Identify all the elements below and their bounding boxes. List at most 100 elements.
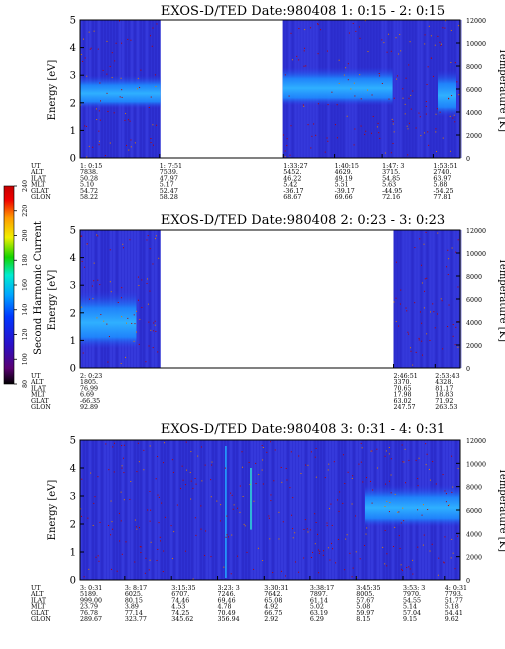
spectrum-column (308, 440, 310, 580)
noise-speck (154, 238, 156, 240)
noise-speck (315, 476, 317, 478)
noise-speck (127, 38, 129, 40)
noise-speck (106, 40, 108, 42)
noise-speck (97, 279, 99, 281)
spectrum-column (104, 440, 106, 580)
noise-speck (111, 77, 113, 79)
noise-speck (113, 471, 115, 473)
noise-speck (408, 566, 410, 568)
spectrum-column (170, 440, 172, 580)
noise-speck (412, 573, 414, 575)
noise-speck (298, 59, 300, 61)
noise-speck (192, 578, 194, 580)
ephemeris-value: 47.97 (160, 175, 178, 182)
y-tick-label: 5 (70, 16, 76, 27)
noise-speck (161, 502, 163, 504)
noise-speck (326, 522, 328, 524)
noise-speck (309, 529, 311, 531)
noise-speck (418, 112, 420, 114)
spectrum-column (146, 230, 148, 368)
noise-speck (137, 276, 139, 278)
noise-speck (338, 59, 340, 61)
noise-speck (410, 108, 412, 110)
y2-tick-label: 10000 (466, 461, 486, 468)
y-tick-label: 1 (70, 126, 76, 137)
noise-speck (418, 339, 420, 341)
noise-speck (423, 307, 425, 309)
noise-speck (291, 514, 293, 516)
ephemeris-label: ILAT (31, 175, 47, 182)
noise-speck (408, 64, 410, 66)
panel-1-ylabel: Energy [eV] (47, 60, 58, 121)
noise-speck (371, 450, 373, 452)
noise-speck (126, 144, 128, 146)
noise-speck (147, 509, 149, 511)
noise-speck (137, 77, 139, 79)
noise-speck (360, 125, 362, 127)
noise-speck (427, 131, 429, 133)
spectrum-column (299, 440, 301, 580)
ephemeris-value: 1: 0:15 (80, 163, 102, 170)
spectrum-column (411, 20, 414, 158)
ephemeris-value: 92.89 (80, 404, 98, 411)
noise-speck (451, 95, 453, 97)
y-tick-label: 3 (70, 492, 76, 503)
noise-speck (185, 441, 187, 443)
noise-speck (303, 50, 305, 52)
noise-speck (163, 550, 165, 552)
noise-speck (93, 30, 95, 32)
noise-speck (211, 461, 213, 463)
noise-speck (146, 282, 148, 284)
spectrum-column (227, 440, 229, 580)
noise-speck (330, 542, 332, 544)
noise-speck (336, 137, 338, 139)
spectrum-column (441, 230, 444, 368)
y-tick-label: 5 (70, 226, 76, 237)
noise-speck (114, 442, 116, 444)
noise-speck (143, 469, 145, 471)
noise-speck (92, 524, 94, 526)
noise-speck (388, 511, 390, 513)
noise-speck (106, 323, 108, 325)
noise-speck (420, 135, 422, 137)
noise-speck (310, 557, 312, 559)
noise-speck (150, 142, 152, 144)
noise-speck (419, 238, 421, 240)
ephemeris-value: 5.08 (356, 604, 370, 611)
colorbar-tick-label: 160 (22, 279, 29, 291)
noise-speck (108, 524, 110, 526)
noise-speck (231, 534, 233, 536)
noise-speck (315, 134, 317, 136)
spectrum-column (212, 440, 214, 580)
noise-speck (383, 42, 385, 44)
ephemeris-value: 6.29 (310, 616, 324, 623)
noise-speck (140, 552, 142, 554)
noise-speck (258, 474, 260, 476)
spectrum-column (429, 230, 432, 368)
ephemeris-label: GLAT (31, 188, 49, 195)
noise-speck (272, 572, 274, 574)
colorbar-tick-label: 140 (22, 304, 29, 316)
ephemeris-value: 66.75 (264, 610, 282, 617)
noise-speck (149, 290, 151, 292)
ephemeris-value: 2:53:43 (435, 373, 459, 380)
noise-speck (152, 124, 154, 126)
spectrum-column (290, 440, 292, 580)
noise-speck (290, 125, 292, 127)
panel-3-y2label: Temperature [K] (497, 468, 505, 552)
spectrum-column (302, 440, 304, 580)
y-tick-label: 2 (70, 520, 76, 531)
noise-speck (98, 144, 100, 146)
noise-speck (400, 289, 402, 291)
noise-speck (121, 287, 123, 289)
ion-band (365, 484, 460, 527)
noise-speck (120, 362, 122, 364)
spectrum-column (143, 440, 145, 580)
noise-speck (310, 451, 312, 453)
noise-speck (386, 500, 388, 502)
noise-speck (326, 525, 328, 527)
spectrum-column (435, 230, 438, 368)
noise-speck (162, 571, 164, 573)
ephemeris-value: 4629. (335, 169, 353, 176)
noise-speck (329, 508, 331, 510)
